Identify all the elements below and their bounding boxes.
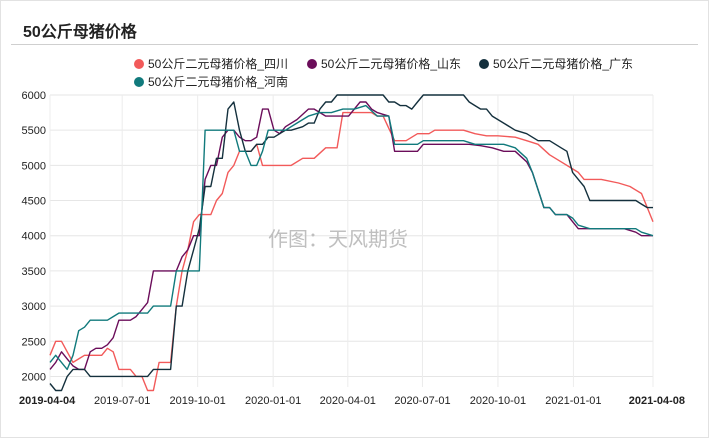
x-tick-label: 2020-07-01	[394, 395, 450, 407]
y-tick-label: 2500	[22, 336, 46, 348]
y-tick-label: 3000	[22, 301, 46, 313]
legend-marker-icon	[134, 58, 144, 69]
y-tick-label: 4000	[22, 231, 46, 243]
series-line-2	[49, 94, 653, 392]
legend-item[interactable]: 50公斤二元母猪价格_河南	[134, 73, 288, 90]
series-line-0	[49, 111, 654, 392]
watermark-text: 作图：天风期货	[268, 227, 408, 251]
x-tick-label: 2019-04-04	[19, 395, 76, 407]
series-lines	[49, 94, 654, 392]
y-axis-ticks: 2000 2500 3000 3500 4000 4500 5000 5500 6000	[22, 90, 46, 383]
x-tick-label: 2020-04-01	[320, 395, 376, 407]
y-tick-label: 4500	[22, 196, 46, 208]
legend: 50公斤二元母猪价格_四川 50公斤二元母猪价格_山东 50公斤二元母猪价格_广东 5…	[1, 49, 709, 93]
legend-label: 50公斤二元母猪价格_四川	[148, 57, 289, 71]
y-tick-label: 6000	[22, 90, 46, 102]
legend-marker-icon	[134, 76, 144, 87]
x-tick-label: 2021-01-01	[545, 395, 601, 407]
y-tick-label: 2000	[22, 371, 46, 383]
title-divider	[11, 44, 698, 45]
x-tick-label: 2021-04-08	[629, 395, 685, 407]
legend-label: 50公斤二元母猪价格_山东	[321, 57, 462, 71]
x-tick-label: 2019-07-01	[94, 395, 150, 407]
x-axis-ticks: 2019-04-04 2019-07-01 2019-10-01 2020-01-01…	[19, 395, 685, 407]
chart-title: 50公斤母猪价格	[23, 24, 137, 41]
x-tick-label: 2020-01-01	[245, 395, 301, 407]
x-tick-label: 2020-10-01	[470, 395, 526, 407]
series-line-3	[49, 104, 654, 371]
legend-item[interactable]: 50公斤二元母猪价格_山东	[307, 55, 461, 72]
legend-item[interactable]: 50公斤二元母猪价格_四川	[134, 55, 288, 72]
y-tick-label: 5500	[22, 125, 46, 137]
x-tick-label: 2019-10-01	[170, 395, 226, 407]
series-line-1	[49, 101, 653, 371]
legend-label: 50公斤二元母猪价格_广东	[493, 57, 634, 71]
legend-item[interactable]: 50公斤二元母猪价格_广东	[479, 55, 633, 72]
y-tick-label: 3500	[22, 266, 46, 278]
y-tick-label: 5000	[22, 160, 46, 172]
legend-marker-icon	[307, 58, 317, 69]
legend-marker-icon	[479, 58, 489, 69]
legend-label: 50公斤二元母猪价格_河南	[148, 75, 289, 89]
grid-lines	[49, 94, 654, 387]
